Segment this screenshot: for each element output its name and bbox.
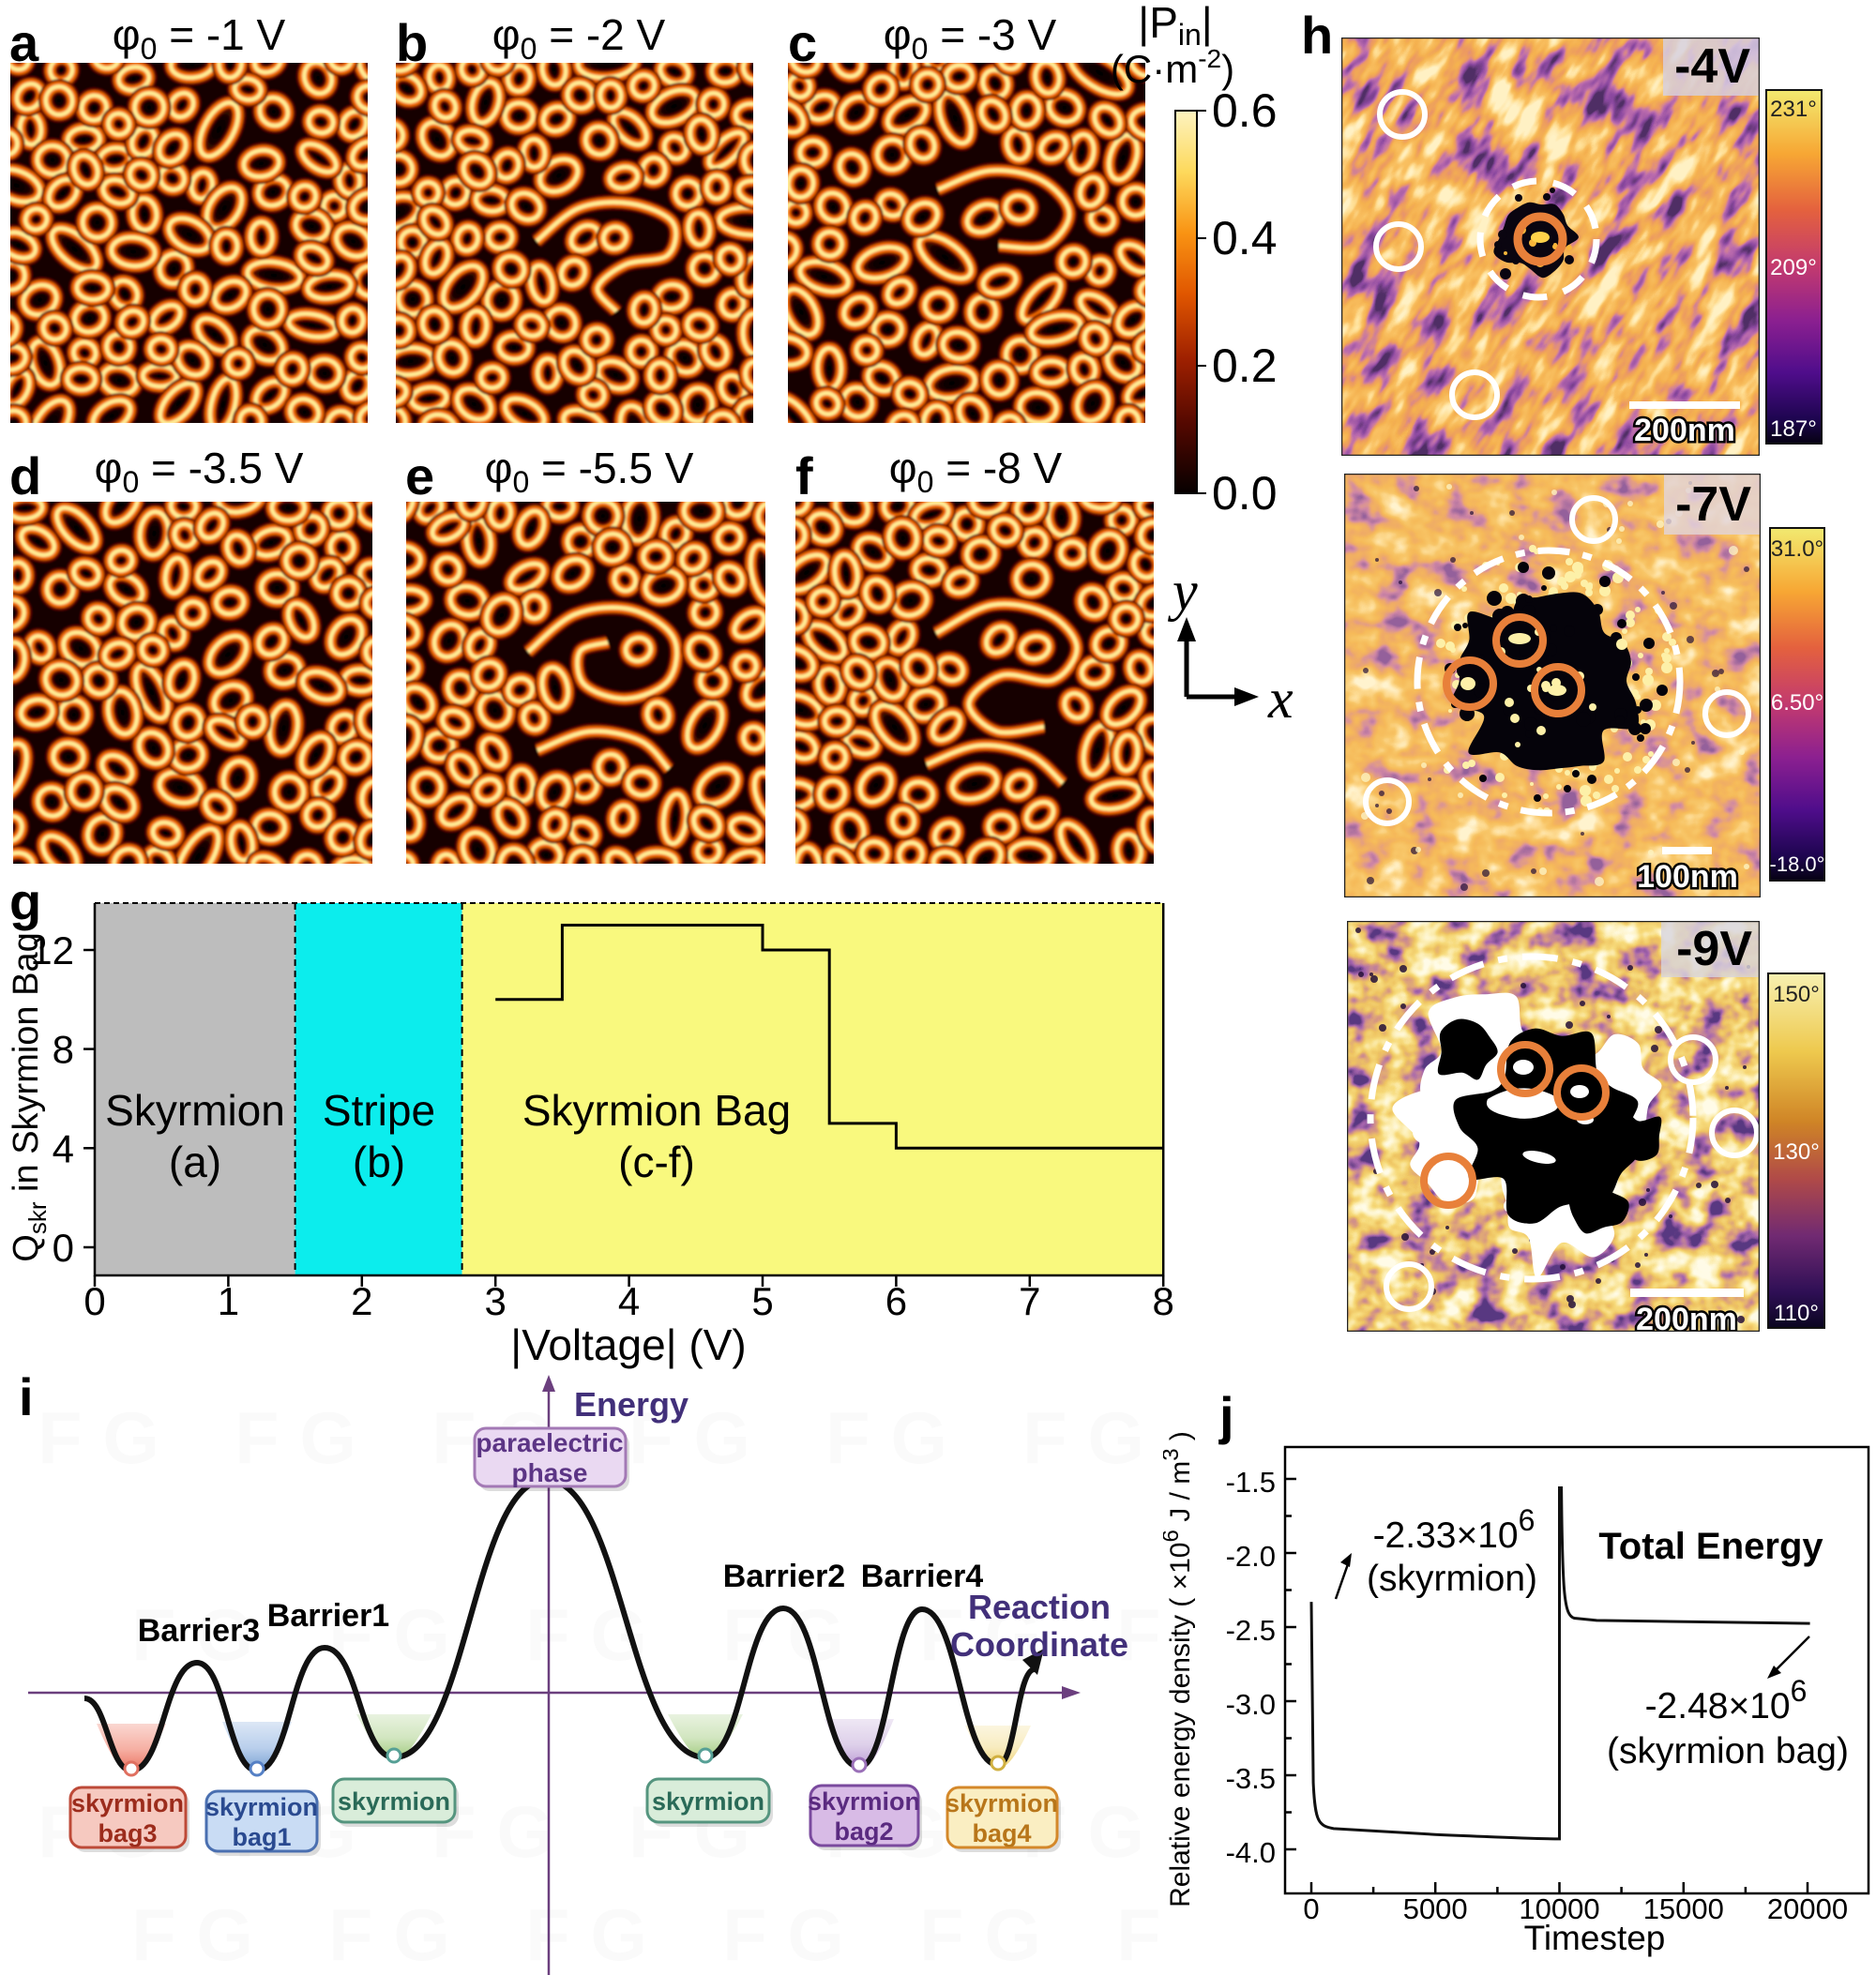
svg-text:0.2: 0.2 bbox=[1212, 339, 1278, 392]
svg-text:y: y bbox=[1167, 560, 1198, 622]
svg-text:F G: F G bbox=[919, 1893, 1041, 1975]
svg-text:200nm: 200nm bbox=[1634, 413, 1735, 448]
svg-text:-2.48×106: -2.48×106 bbox=[1645, 1674, 1808, 1726]
svg-text:Barrier3: Barrier3 bbox=[138, 1613, 260, 1649]
svg-text:skyrmion: skyrmion bbox=[338, 1787, 450, 1816]
svg-text:130°: 130° bbox=[1773, 1139, 1820, 1165]
svg-text:Barrier4: Barrier4 bbox=[861, 1559, 984, 1594]
svg-text:200nm: 200nm bbox=[1636, 1302, 1737, 1332]
svg-text:4: 4 bbox=[53, 1126, 74, 1170]
svg-text:F G: F G bbox=[131, 1893, 253, 1975]
svg-text:15000: 15000 bbox=[1643, 1892, 1724, 1925]
svg-text:skyrmion: skyrmion bbox=[946, 1789, 1058, 1817]
svg-text:bag4: bag4 bbox=[972, 1819, 1031, 1847]
svg-text:-4V: -4V bbox=[1674, 39, 1750, 94]
svg-text:-2.33×106: -2.33×106 bbox=[1373, 1503, 1536, 1556]
svg-text:10000: 10000 bbox=[1519, 1892, 1599, 1925]
svg-text:Stripe: Stripe bbox=[323, 1086, 435, 1135]
svg-text:-9V: -9V bbox=[1676, 922, 1752, 976]
svg-text:Timestep: Timestep bbox=[1524, 1919, 1666, 1957]
svg-text:20000: 20000 bbox=[1767, 1892, 1848, 1925]
svg-text:(skyrmion): (skyrmion) bbox=[1367, 1559, 1537, 1599]
svg-text:-18.0°: -18.0° bbox=[1770, 852, 1825, 876]
svg-text:Energy: Energy bbox=[574, 1385, 688, 1424]
svg-text:Relative energy density ( ×106: Relative energy density ( ×106 J / m3 ) bbox=[1163, 1431, 1196, 1907]
svg-text:5: 5 bbox=[751, 1279, 773, 1323]
svg-text:187°: 187° bbox=[1770, 416, 1817, 442]
svg-text:0: 0 bbox=[53, 1226, 74, 1270]
svg-text:bag1: bag1 bbox=[232, 1823, 291, 1851]
svg-text:paraelectric: paraelectric bbox=[476, 1428, 623, 1457]
svg-text:-1.5: -1.5 bbox=[1226, 1466, 1276, 1499]
svg-text:(b): (b) bbox=[353, 1138, 405, 1186]
svg-text:x: x bbox=[1267, 668, 1294, 730]
svg-text:F G: F G bbox=[234, 1396, 356, 1479]
svg-text:Coordinate: Coordinate bbox=[950, 1625, 1128, 1664]
svg-text:100nm: 100nm bbox=[1637, 859, 1738, 895]
svg-text:(c-f): (c-f) bbox=[618, 1138, 695, 1186]
svg-text:7: 7 bbox=[1019, 1279, 1040, 1323]
svg-text:skyrmion: skyrmion bbox=[652, 1787, 764, 1816]
svg-text:F G: F G bbox=[38, 1396, 159, 1479]
svg-text:0.0: 0.0 bbox=[1212, 467, 1278, 520]
svg-text:Skyrmion Bag: Skyrmion Bag bbox=[522, 1086, 791, 1135]
svg-text:0: 0 bbox=[83, 1279, 105, 1323]
svg-text:F G: F G bbox=[1116, 1893, 1163, 1975]
svg-text:1: 1 bbox=[218, 1279, 239, 1323]
svg-text:5000: 5000 bbox=[1403, 1892, 1468, 1925]
svg-text:-2.0: -2.0 bbox=[1226, 1540, 1276, 1573]
svg-text:6: 6 bbox=[885, 1279, 907, 1323]
svg-text:4: 4 bbox=[618, 1279, 640, 1323]
svg-text:0.4: 0.4 bbox=[1212, 212, 1278, 264]
svg-text:110°: 110° bbox=[1774, 1301, 1819, 1326]
svg-text:skyrmion: skyrmion bbox=[71, 1789, 184, 1817]
svg-text:-4.0: -4.0 bbox=[1226, 1836, 1276, 1869]
svg-text:phase: phase bbox=[512, 1458, 588, 1487]
svg-text:-3.5: -3.5 bbox=[1226, 1762, 1276, 1795]
svg-text:F G: F G bbox=[722, 1893, 844, 1975]
svg-text:skyrmion: skyrmion bbox=[808, 1787, 920, 1816]
svg-text:2: 2 bbox=[351, 1279, 372, 1323]
svg-text:Skyrmion: Skyrmion bbox=[105, 1086, 285, 1135]
svg-text:bag2: bag2 bbox=[834, 1817, 893, 1846]
svg-text:skyrmion: skyrmion bbox=[205, 1793, 318, 1821]
svg-text:Qskr in Skyrmion Bag: Qskr in Skyrmion Bag bbox=[7, 932, 52, 1261]
svg-text:209°: 209° bbox=[1770, 255, 1817, 280]
svg-text:3: 3 bbox=[485, 1279, 507, 1323]
svg-text:-7V: -7V bbox=[1675, 477, 1751, 532]
svg-text:8: 8 bbox=[53, 1028, 74, 1072]
svg-text:231°: 231° bbox=[1770, 97, 1817, 122]
svg-text:Reaction: Reaction bbox=[968, 1588, 1111, 1626]
svg-text:-2.5: -2.5 bbox=[1226, 1614, 1276, 1647]
svg-text:F G: F G bbox=[1022, 1396, 1144, 1479]
svg-text:-3.0: -3.0 bbox=[1226, 1688, 1276, 1721]
svg-text:F G: F G bbox=[525, 1893, 647, 1975]
svg-text:31.0°: 31.0° bbox=[1771, 536, 1823, 562]
svg-text:|Voltage| (V): |Voltage| (V) bbox=[510, 1320, 746, 1369]
svg-text:Barrier2: Barrier2 bbox=[723, 1559, 845, 1594]
svg-text:6.50°: 6.50° bbox=[1771, 690, 1823, 716]
svg-text:150°: 150° bbox=[1773, 982, 1820, 1007]
svg-text:(a): (a) bbox=[169, 1138, 221, 1186]
svg-text:12: 12 bbox=[30, 928, 74, 972]
svg-text:Barrier1: Barrier1 bbox=[267, 1598, 389, 1634]
svg-text:Total Energy: Total Energy bbox=[1598, 1526, 1823, 1567]
svg-text:0: 0 bbox=[1303, 1892, 1319, 1925]
svg-text:F G: F G bbox=[328, 1893, 450, 1975]
svg-text:0.6: 0.6 bbox=[1212, 84, 1278, 137]
svg-text:8: 8 bbox=[1153, 1279, 1174, 1323]
svg-text:(skyrmion bag): (skyrmion bag) bbox=[1607, 1731, 1849, 1771]
svg-text:F G: F G bbox=[825, 1396, 947, 1479]
svg-text:bag3: bag3 bbox=[98, 1819, 157, 1847]
